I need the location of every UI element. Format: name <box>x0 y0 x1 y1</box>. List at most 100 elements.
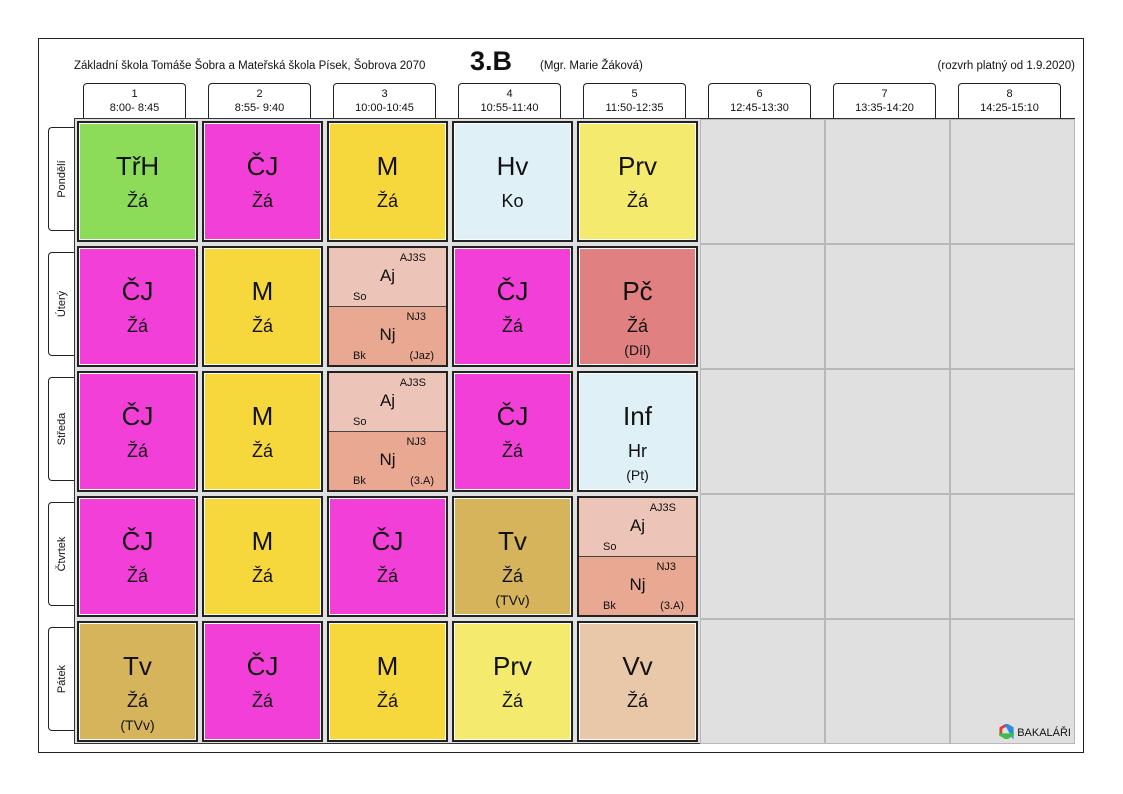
lesson-teacher: Bk <box>353 350 366 362</box>
bakalari-logo-text: BAKALÁŘI <box>1017 727 1071 739</box>
empty-slot <box>950 244 1075 369</box>
lesson-cell[interactable]: M Žá <box>327 121 448 242</box>
lesson-cell[interactable]: AJ3S Aj So NJ3 Nj Bk (3.A) <box>577 496 698 617</box>
lesson-cell[interactable]: TřH Žá <box>77 121 198 242</box>
lesson-subject: ČJ <box>246 151 279 181</box>
period-time: 10:00-10:45 <box>355 102 414 114</box>
lesson-room: (3.A) <box>410 475 434 487</box>
period-number: 6 <box>756 88 763 100</box>
day-label: Čtvrtek <box>55 536 68 572</box>
lesson-teacher: Žá <box>251 566 273 586</box>
lesson-cell[interactable]: AJ3S Aj So NJ3 Nj Bk (3.A) <box>327 371 448 492</box>
lesson-cell[interactable]: ČJ Žá <box>327 496 448 617</box>
lesson-subject: ČJ <box>121 276 154 306</box>
group-lesson[interactable]: AJ3S Aj So <box>579 498 696 557</box>
day-label: Pondělí <box>55 160 68 198</box>
lesson-group: NJ3 <box>406 310 426 323</box>
lesson-cell[interactable]: ČJ Žá <box>452 246 573 367</box>
lesson-subject: ČJ <box>496 276 529 306</box>
lesson-subject: Aj <box>379 266 396 285</box>
lesson-cell[interactable]: Tv Žá (TVv) <box>77 621 198 742</box>
lesson-teacher: Žá <box>126 566 148 586</box>
period-header: 8 14:25-15:10 <box>958 83 1061 118</box>
empty-slot <box>950 369 1075 494</box>
lesson-cell[interactable]: ČJ Žá <box>77 246 198 367</box>
bakalari-logo: BAKALÁŘI <box>995 721 1071 742</box>
lesson-subject: Nj <box>629 574 646 594</box>
empty-slot <box>700 619 825 744</box>
empty-slot <box>700 369 825 494</box>
lesson-cell[interactable]: M Žá <box>327 621 448 742</box>
empty-slot <box>825 244 950 369</box>
lesson-cell[interactable]: AJ3S Aj So NJ3 Nj Bk (Jaz) <box>327 246 448 367</box>
lesson-subject: Vv <box>622 651 653 681</box>
period-time: 11:50-12:35 <box>605 102 664 114</box>
lesson-cell[interactable]: Prv Žá <box>452 621 573 742</box>
timetable-grid: TřH Žá ČJ Žá M Žá Hv Ko Prv Žá ČJ Žá M Žá AJ3S Aj So NJ3 N… <box>74 118 1075 744</box>
lesson-cell[interactable]: M Žá <box>202 371 323 492</box>
lesson-cell[interactable]: Prv Žá <box>577 121 698 242</box>
group-lesson[interactable]: NJ3 Nj Bk (Jaz) <box>329 306 446 365</box>
lesson-teacher: Žá <box>251 316 273 336</box>
period-time: 10:55-11:40 <box>480 102 539 114</box>
lesson-teacher: Žá <box>251 691 273 711</box>
day-label: Pátek <box>55 664 68 694</box>
lesson-subject: Hv <box>496 151 529 181</box>
lesson-subject: ČJ <box>121 401 154 431</box>
lesson-subject: Prv <box>493 651 532 681</box>
lesson-cell[interactable]: ČJ Žá <box>202 621 323 742</box>
group-lesson[interactable]: NJ3 Nj Bk (3.A) <box>329 431 446 490</box>
lesson-subject: M <box>376 151 399 181</box>
period-header: 7 13:35-14:20 <box>833 83 936 118</box>
lesson-teacher: Hr <box>628 441 647 461</box>
lesson-cell[interactable]: ČJ Žá <box>77 371 198 492</box>
empty-slot <box>700 244 825 369</box>
lesson-cell[interactable]: ČJ Žá <box>452 371 573 492</box>
lesson-teacher: Žá <box>501 566 523 586</box>
day-label: Úterý <box>55 290 68 318</box>
period-time: 8:00- 8:45 <box>109 102 160 114</box>
empty-slot <box>950 619 1075 744</box>
lesson-subject: ČJ <box>371 526 404 556</box>
lesson-teacher: Žá <box>501 691 523 711</box>
period-time: 12:45-13:30 <box>730 102 789 114</box>
lesson-cell[interactable]: M Žá <box>202 496 323 617</box>
group-lesson[interactable]: AJ3S Aj So <box>329 248 446 307</box>
lesson-subject: Nj <box>379 449 396 469</box>
period-header: 2 8:55- 9:40 <box>208 83 311 118</box>
lesson-room: (TVv) <box>120 717 155 733</box>
lesson-cell[interactable]: Pč Žá (Díl) <box>577 246 698 367</box>
lesson-cell[interactable]: Vv Žá <box>577 621 698 742</box>
period-header: 5 11:50-12:35 <box>583 83 686 118</box>
empty-slot <box>950 119 1075 244</box>
lesson-teacher: Žá <box>126 691 148 711</box>
lesson-group: AJ3S <box>399 377 426 389</box>
period-number: 7 <box>881 88 888 100</box>
lesson-teacher: Žá <box>376 691 398 711</box>
lesson-room: (TVv) <box>495 592 530 608</box>
period-time: 13:35-14:20 <box>855 102 914 114</box>
lesson-cell[interactable]: Tv Žá (TVv) <box>452 496 573 617</box>
lesson-subject: M <box>251 526 274 556</box>
group-lesson[interactable]: NJ3 Nj Bk (3.A) <box>579 556 696 615</box>
day-header: Středa <box>48 377 74 481</box>
lesson-subject: M <box>376 651 399 681</box>
day-header: Pátek <box>48 627 74 731</box>
lesson-subject: Nj <box>379 324 396 344</box>
period-time: 8:55- 9:40 <box>234 102 285 114</box>
timetable-frame <box>38 38 1084 753</box>
lesson-teacher: Žá <box>126 441 148 461</box>
period-number: 1 <box>131 88 138 100</box>
lesson-subject: ČJ <box>246 651 279 681</box>
lesson-cell[interactable]: Hv Ko <box>452 121 573 242</box>
lesson-teacher: Žá <box>501 441 523 461</box>
lesson-cell[interactable]: ČJ Žá <box>77 496 198 617</box>
empty-slot <box>825 369 950 494</box>
lesson-cell[interactable]: Inf Hr (Pt) <box>577 371 698 492</box>
lesson-cell[interactable]: M Žá <box>202 246 323 367</box>
lesson-teacher: Žá <box>626 691 648 711</box>
lesson-subject: TřH <box>115 151 160 181</box>
lesson-group: NJ3 <box>406 435 426 448</box>
lesson-cell[interactable]: ČJ Žá <box>202 121 323 242</box>
group-lesson[interactable]: AJ3S Aj So <box>329 373 446 432</box>
